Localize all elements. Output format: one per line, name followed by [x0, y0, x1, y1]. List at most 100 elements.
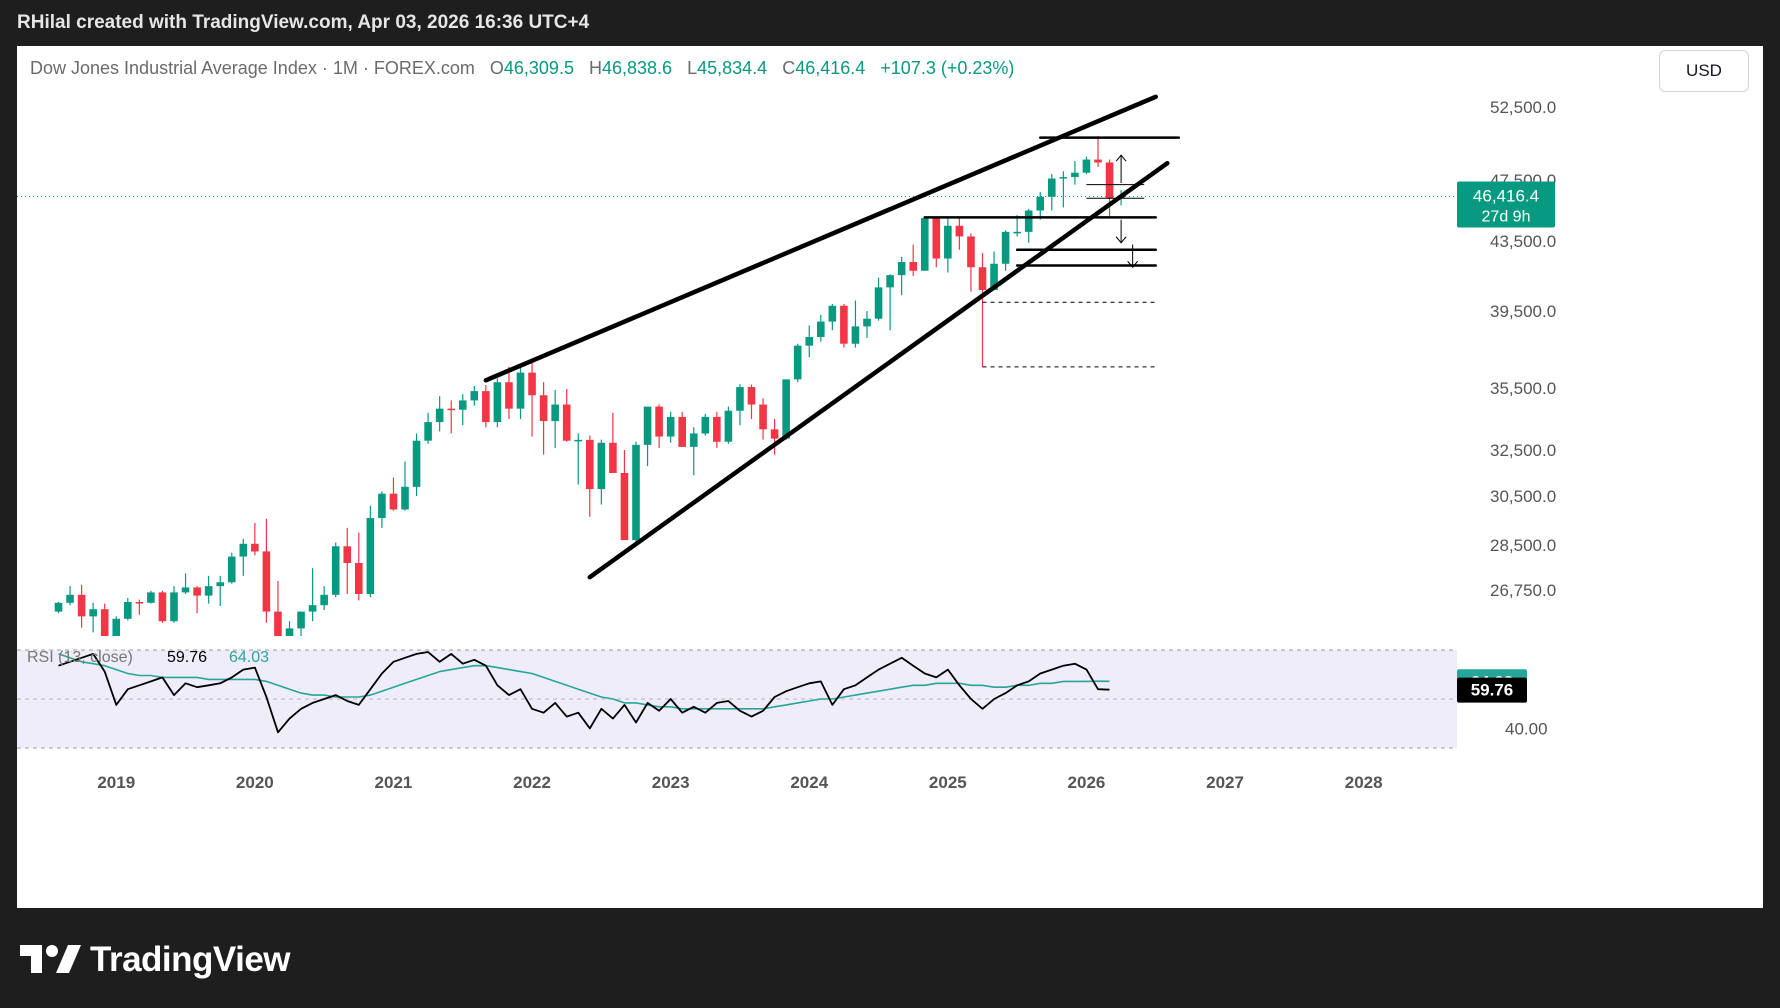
candle-body [482, 391, 490, 423]
candle-body [1071, 172, 1079, 178]
wedge-upper-trendline [483, 94, 1158, 383]
x-tick-label: 2027 [1206, 773, 1244, 792]
candle-body [586, 439, 594, 490]
candle-body [782, 379, 790, 439]
candle-body [505, 382, 513, 409]
rsi-line [58, 651, 1110, 734]
candle-body [632, 444, 640, 541]
candle-body [759, 404, 767, 430]
candle-body [424, 422, 432, 441]
candle-body [251, 543, 259, 552]
candle-body [193, 587, 201, 596]
y-tick-label: 28,500.0 [1490, 536, 1556, 555]
close-value: 46,416.4 [795, 58, 866, 78]
candle-body [840, 305, 848, 344]
candle-body [678, 416, 686, 447]
candle-body [1024, 210, 1033, 232]
candle-body [135, 602, 144, 604]
rsi-legend-label: RSI (13, close) [27, 649, 133, 666]
candle-body [516, 372, 525, 409]
candle-body [713, 416, 721, 442]
x-tick-label: 2025 [929, 773, 967, 792]
candle-body [863, 318, 871, 327]
rsi-ma-line [58, 653, 1110, 710]
candle-body [955, 225, 964, 237]
high-key: H [588, 58, 602, 78]
candle-body [147, 592, 155, 603]
x-tick-label: 2028 [1345, 773, 1383, 792]
x-tick-label: 2021 [375, 773, 413, 792]
candle-body [262, 551, 271, 612]
candle-body [389, 493, 398, 510]
candle-body [817, 321, 825, 337]
candle-body [1036, 196, 1045, 211]
candle-body [331, 546, 340, 595]
candle-body [805, 336, 814, 346]
price-badge-value: 46,416.4 [1473, 187, 1539, 206]
change-value: +107.3 (+0.23%) [880, 58, 1015, 78]
rsi-legend-ma-value: 64.03 [229, 649, 269, 666]
rsi-y-tick-label: 40.00 [1505, 719, 1548, 738]
candle-body [643, 406, 652, 445]
candle-body [897, 262, 906, 276]
candle-body [770, 429, 779, 439]
symbol-name: Dow Jones Industrial Average Index · 1M … [30, 58, 475, 78]
candle-body [458, 400, 467, 410]
x-tick-label: 2020 [236, 773, 274, 792]
candle-body [227, 556, 236, 583]
candle-body [285, 628, 294, 636]
candles-group [54, 94, 1181, 636]
candle-body [239, 543, 248, 557]
close-key: C [782, 58, 796, 78]
x-tick-label: 2024 [790, 773, 828, 792]
x-tick-label: 2026 [1068, 773, 1106, 792]
y-tick-label: 52,500.0 [1490, 98, 1556, 117]
candle-body [1082, 159, 1091, 173]
candle-body [828, 305, 837, 322]
candle-body [204, 586, 213, 596]
rsi-badge [1457, 677, 1527, 703]
candle-body [355, 563, 363, 594]
candle-body [401, 486, 409, 510]
candle-body [297, 611, 305, 629]
candle-body [689, 433, 698, 447]
candle-body [736, 387, 744, 411]
candle-body [666, 416, 675, 437]
chart-canvas[interactable]: RSI (13, close) 59.76 64.0352,500.047,500.… [17, 46, 1763, 908]
candle-body [447, 408, 455, 411]
candle-body [170, 592, 178, 622]
candle-body [909, 262, 917, 271]
candle-body [493, 382, 502, 423]
candle-body [308, 605, 317, 612]
candle-body [274, 611, 282, 636]
rsi-legend-value: 59.76 [167, 649, 207, 666]
candle-body [944, 225, 952, 259]
tradingview-logo[interactable]: TradingView [20, 938, 291, 982]
y-tick-label: 30,500.0 [1490, 487, 1556, 506]
low-value: 45,834.4 [697, 58, 768, 78]
candle-body [181, 587, 190, 593]
currency-button[interactable]: USD [1659, 50, 1749, 92]
candle-body [124, 602, 132, 619]
price-badge [1457, 181, 1555, 228]
chart-panel[interactable]: RSI (13, close) 59.76 64.03 52,500.0 47,500.… [17, 46, 1763, 908]
candle-body [978, 267, 987, 290]
candle-body [1001, 231, 1010, 264]
candle-body [551, 404, 559, 422]
candle-body [655, 406, 663, 437]
candle-body [100, 609, 109, 636]
candle-body [216, 582, 224, 587]
tradingview-logo-icon [20, 945, 81, 973]
candle-body [620, 473, 629, 541]
y-tick-label: 43,500.0 [1490, 232, 1556, 251]
rsi-badge-value: 59.76 [1471, 681, 1514, 700]
wedge-lower-trendline [587, 160, 1170, 580]
candle-body [158, 592, 167, 622]
candle-body [470, 391, 479, 401]
candle-body [412, 440, 421, 487]
candle-body [1059, 177, 1068, 179]
candle-body [66, 594, 74, 603]
candle-body [574, 439, 583, 442]
candle-body [886, 275, 894, 288]
candle-body [793, 345, 802, 380]
